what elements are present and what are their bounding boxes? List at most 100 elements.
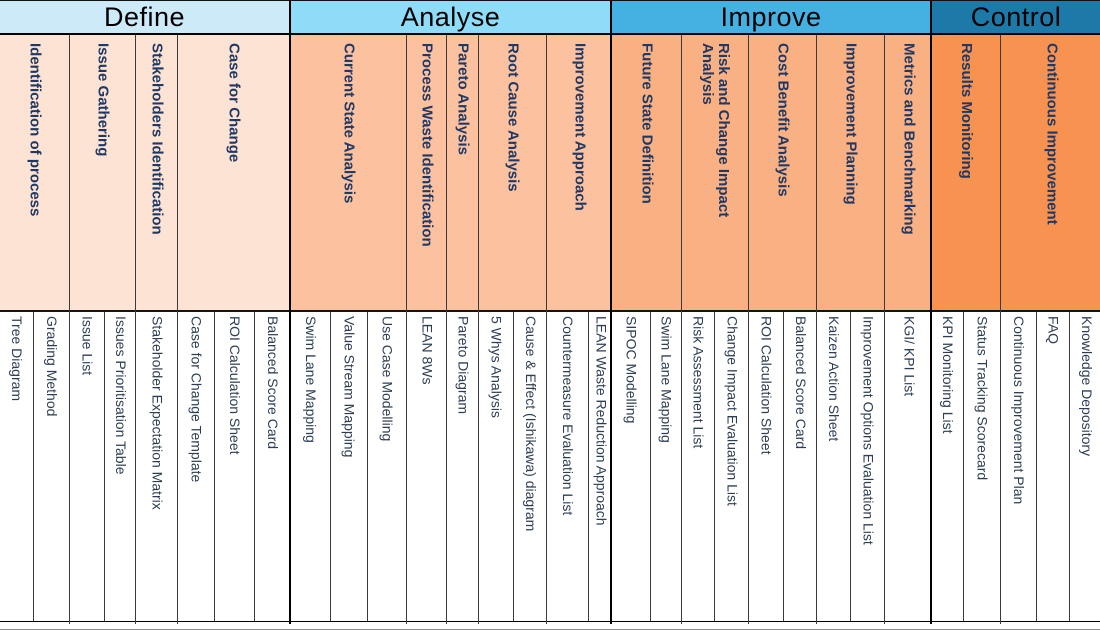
phase-group: Improvement Approach Countermeasure Evalu… bbox=[546, 35, 613, 624]
tool-cell: Issues Prioritisation Table bbox=[104, 312, 136, 621]
section-header-define: Define bbox=[0, 1, 289, 35]
phase-cell: Pareto Analysis bbox=[447, 35, 478, 312]
phase-group: Current State Analysis Swim Lane Mapping V… bbox=[291, 35, 406, 624]
tool-cell: Countermeasure Evaluation List bbox=[547, 312, 588, 621]
tool-cell: Case for Change Template bbox=[178, 312, 214, 621]
tool-label: Issue List bbox=[79, 316, 96, 376]
tools-row: Stakeholder Expectation Matrix bbox=[136, 312, 178, 622]
tool-cell: Improvement Options Evaluation List bbox=[850, 312, 885, 621]
tool-cell: Use Case Modelling bbox=[367, 312, 406, 621]
tool-cell: Value Stream Mapping bbox=[330, 312, 367, 621]
tools-row: Continuous Improvement Plan FAQ Knowledge … bbox=[1001, 312, 1100, 622]
tool-label: LEAN 8Ws bbox=[419, 316, 436, 385]
phase-group: Risk and Change Impact Analysis Risk Asse… bbox=[681, 35, 749, 624]
phase-label: Pareto Analysis bbox=[454, 43, 472, 155]
tool-label: Countermeasure Evaluation List bbox=[559, 316, 576, 516]
tool-cell: Kaizen Action Sheet bbox=[817, 312, 850, 621]
tool-cell: LEAN 8Ws bbox=[407, 312, 447, 621]
tool-label: Improvement Options Evaluation List bbox=[860, 316, 877, 545]
phase-label: Cost Benefit Analysis bbox=[774, 43, 792, 197]
section-control: Control Results Monitoring KPI Monitoring … bbox=[930, 1, 1100, 624]
phase-group: Stakeholders Identification Stakeholder E… bbox=[135, 35, 178, 624]
tool-label: Kaizen Action Sheet bbox=[825, 316, 842, 442]
phase-group: Identification of process Tree Diagram Gra… bbox=[0, 35, 69, 624]
tool-cell: Status Tracking Scorecard bbox=[963, 312, 1000, 621]
tools-row: KGI/ KPI List bbox=[885, 312, 933, 622]
phase-label: Metrics and Benchmarking bbox=[900, 43, 918, 235]
tool-cell: Grading Method bbox=[33, 312, 69, 621]
phase-cell: Improvement Planning bbox=[817, 35, 884, 312]
phase-cell: Cost Benefit Analysis bbox=[749, 35, 816, 312]
tool-label: SIPOC Modelling bbox=[623, 316, 640, 424]
tool-label: Status Tracking Scorecard bbox=[974, 316, 991, 481]
bottom-strip bbox=[0, 623, 1100, 630]
tool-label: Cause & Effect (Ishikawa) diagram bbox=[522, 316, 539, 532]
tool-label: Change Impact Evaluation List bbox=[724, 316, 741, 506]
tool-cell: SIPOC Modelling bbox=[612, 312, 650, 621]
tool-label: KGI/ KPI List bbox=[901, 316, 918, 397]
phase-cell: Risk and Change Impact Analysis bbox=[682, 35, 748, 312]
phase-label: Results Monitoring bbox=[957, 43, 975, 179]
phase-group: Metrics and Benchmarking KGI/ KPI List bbox=[884, 35, 933, 624]
phase-cell: Identification of process bbox=[0, 35, 69, 312]
tool-label: ROI Calculation Sheet bbox=[226, 316, 243, 455]
tools-row: Countermeasure Evaluation List LEAN Waste… bbox=[547, 312, 613, 622]
tool-label: Grading Method bbox=[43, 316, 60, 417]
tools-row: KPI Monitoring List Status Tracking Score… bbox=[932, 312, 1000, 622]
section-header-analyse: Analyse bbox=[291, 1, 610, 35]
phase-group: Issue Gathering Issue List Issues Prioriti… bbox=[69, 35, 136, 624]
phase-label: Improvement Planning bbox=[842, 43, 860, 205]
tool-label: Stakeholder Expectation Matrix bbox=[149, 316, 166, 510]
tool-cell: Change Impact Evaluation List bbox=[714, 312, 749, 621]
tool-label: Issues Prioritisation Table bbox=[112, 316, 129, 475]
tool-cell: Issue List bbox=[70, 312, 104, 621]
section-header-control: Control bbox=[932, 1, 1100, 35]
tool-label: LEAN Waste Reduction Approach bbox=[593, 316, 610, 526]
phase-cell: Improvement Approach bbox=[547, 35, 612, 312]
tool-cell: Swim Lane Mapping bbox=[291, 312, 330, 621]
tool-cell: Knowledge Depository bbox=[1069, 312, 1100, 621]
phase-cell: Metrics and Benchmarking bbox=[885, 35, 932, 312]
tool-label: Balanced Score Card bbox=[792, 316, 809, 450]
phase-label: Improvement Approach bbox=[571, 43, 589, 211]
phase-label: Issue Gathering bbox=[94, 43, 112, 157]
phase-group: Cost Benefit Analysis ROI Calculation She… bbox=[748, 35, 817, 624]
tool-cell: 5 Whys Analysis bbox=[479, 312, 513, 621]
phase-cell: Continuous Improvement bbox=[1001, 35, 1100, 312]
tools-row: LEAN 8Ws bbox=[407, 312, 447, 622]
phases-row: Results Monitoring KPI Monitoring List Sta… bbox=[932, 35, 1100, 624]
tool-label: Case for Change Template bbox=[188, 316, 205, 483]
tool-label: Swim Lane Mapping bbox=[658, 316, 675, 443]
section-analyse: Analyse Current State Analysis Swim Lane M… bbox=[289, 1, 613, 624]
phases-row: Future State Definition SIPOC Modelling Sw… bbox=[612, 35, 933, 624]
tool-cell: Balanced Score Card bbox=[783, 312, 817, 621]
tool-label: Tree Diagram bbox=[8, 316, 25, 402]
phase-cell: Stakeholders Identification bbox=[136, 35, 177, 312]
phase-label: Stakeholders Identification bbox=[148, 43, 166, 235]
tool-label: KPI Monitoring List bbox=[939, 316, 956, 434]
tools-row: Kaizen Action Sheet Improvement Options E… bbox=[817, 312, 885, 622]
section-improve: Improve Future State Definition SIPOC Mode… bbox=[610, 1, 933, 624]
tool-cell: Cause & Effect (Ishikawa) diagram bbox=[513, 312, 547, 621]
phase-cell: Issue Gathering bbox=[70, 35, 135, 312]
phase-label: Continuous Improvement bbox=[1043, 43, 1061, 225]
phase-cell: Results Monitoring bbox=[932, 35, 1000, 312]
tool-cell: KGI/ KPI List bbox=[885, 312, 933, 621]
phase-group: Continuous Improvement Continuous Improve… bbox=[1000, 35, 1100, 624]
phase-label: Risk and Change Impact Analysis bbox=[699, 43, 732, 218]
phase-group: Improvement Planning Kaizen Action Sheet I… bbox=[816, 35, 885, 624]
phase-group: Case for Change Case for Change Template R… bbox=[177, 35, 290, 624]
tool-cell: ROI Calculation Sheet bbox=[749, 312, 783, 621]
tools-row: Tree Diagram Grading Method bbox=[0, 312, 69, 622]
tools-row: Risk Assessment List Change Impact Evalua… bbox=[682, 312, 749, 622]
phase-label: Identification of process bbox=[26, 43, 44, 217]
tool-label: Knowledge Depository bbox=[1078, 316, 1095, 457]
tool-cell: KPI Monitoring List bbox=[932, 312, 963, 621]
tool-label: Use Case Modelling bbox=[379, 316, 396, 442]
phase-cell: Root Cause Analysis bbox=[479, 35, 546, 312]
tools-row: ROI Calculation Sheet Balanced Score Card bbox=[749, 312, 817, 622]
tool-label: Swim Lane Mapping bbox=[302, 316, 319, 443]
tool-cell: Tree Diagram bbox=[0, 312, 33, 621]
tools-row: Pareto Diagram bbox=[447, 312, 479, 622]
